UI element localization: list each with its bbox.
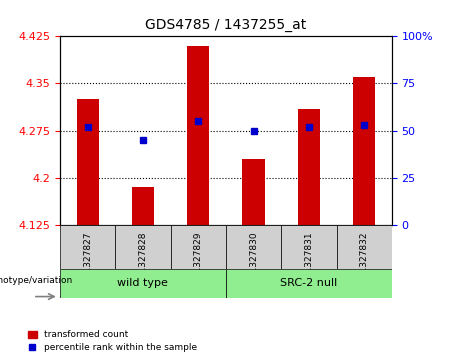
Bar [298,109,320,225]
Text: wild type: wild type [118,278,168,288]
FancyBboxPatch shape [60,269,226,298]
FancyBboxPatch shape [171,225,226,269]
Bar [242,159,265,225]
Text: GSM1327827: GSM1327827 [83,232,92,292]
Bar [187,46,209,225]
Text: GSM1327828: GSM1327828 [138,232,148,292]
FancyBboxPatch shape [115,225,171,269]
Bar [353,77,375,225]
FancyBboxPatch shape [337,225,392,269]
Title: GDS4785 / 1437255_at: GDS4785 / 1437255_at [145,19,307,33]
Text: SRC-2 null: SRC-2 null [280,278,337,288]
FancyBboxPatch shape [226,269,392,298]
Bar [132,187,154,225]
Text: GSM1327832: GSM1327832 [360,232,369,292]
FancyBboxPatch shape [60,225,115,269]
Bar [77,99,99,225]
Text: genotype/variation: genotype/variation [0,276,73,285]
Text: GSM1327830: GSM1327830 [249,232,258,292]
FancyBboxPatch shape [281,225,337,269]
Text: GSM1327829: GSM1327829 [194,232,203,292]
Text: GSM1327831: GSM1327831 [304,232,313,292]
FancyBboxPatch shape [226,225,281,269]
Legend: transformed count, percentile rank within the sample: transformed count, percentile rank withi… [28,330,197,352]
